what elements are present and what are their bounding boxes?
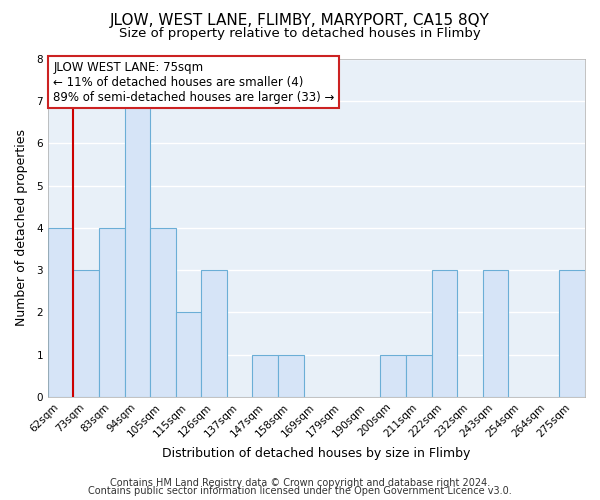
Y-axis label: Number of detached properties: Number of detached properties — [15, 130, 28, 326]
Bar — [380, 354, 406, 397]
Bar — [406, 354, 431, 397]
Text: JLOW, WEST LANE, FLIMBY, MARYPORT, CA15 8QY: JLOW, WEST LANE, FLIMBY, MARYPORT, CA15 … — [110, 12, 490, 28]
Text: Contains HM Land Registry data © Crown copyright and database right 2024.: Contains HM Land Registry data © Crown c… — [110, 478, 490, 488]
Text: Size of property relative to detached houses in Flimby: Size of property relative to detached ho… — [119, 28, 481, 40]
Bar — [48, 228, 73, 397]
Bar — [125, 101, 150, 397]
Bar — [278, 354, 304, 397]
X-axis label: Distribution of detached houses by size in Flimby: Distribution of detached houses by size … — [162, 447, 470, 460]
Bar — [253, 354, 278, 397]
Bar — [73, 270, 99, 397]
Bar — [559, 270, 585, 397]
Bar — [431, 270, 457, 397]
Bar — [99, 228, 125, 397]
Text: JLOW WEST LANE: 75sqm
← 11% of detached houses are smaller (4)
89% of semi-detac: JLOW WEST LANE: 75sqm ← 11% of detached … — [53, 60, 335, 104]
Text: Contains public sector information licensed under the Open Government Licence v3: Contains public sector information licen… — [88, 486, 512, 496]
Bar — [482, 270, 508, 397]
Bar — [150, 228, 176, 397]
Bar — [176, 312, 201, 397]
Bar — [201, 270, 227, 397]
